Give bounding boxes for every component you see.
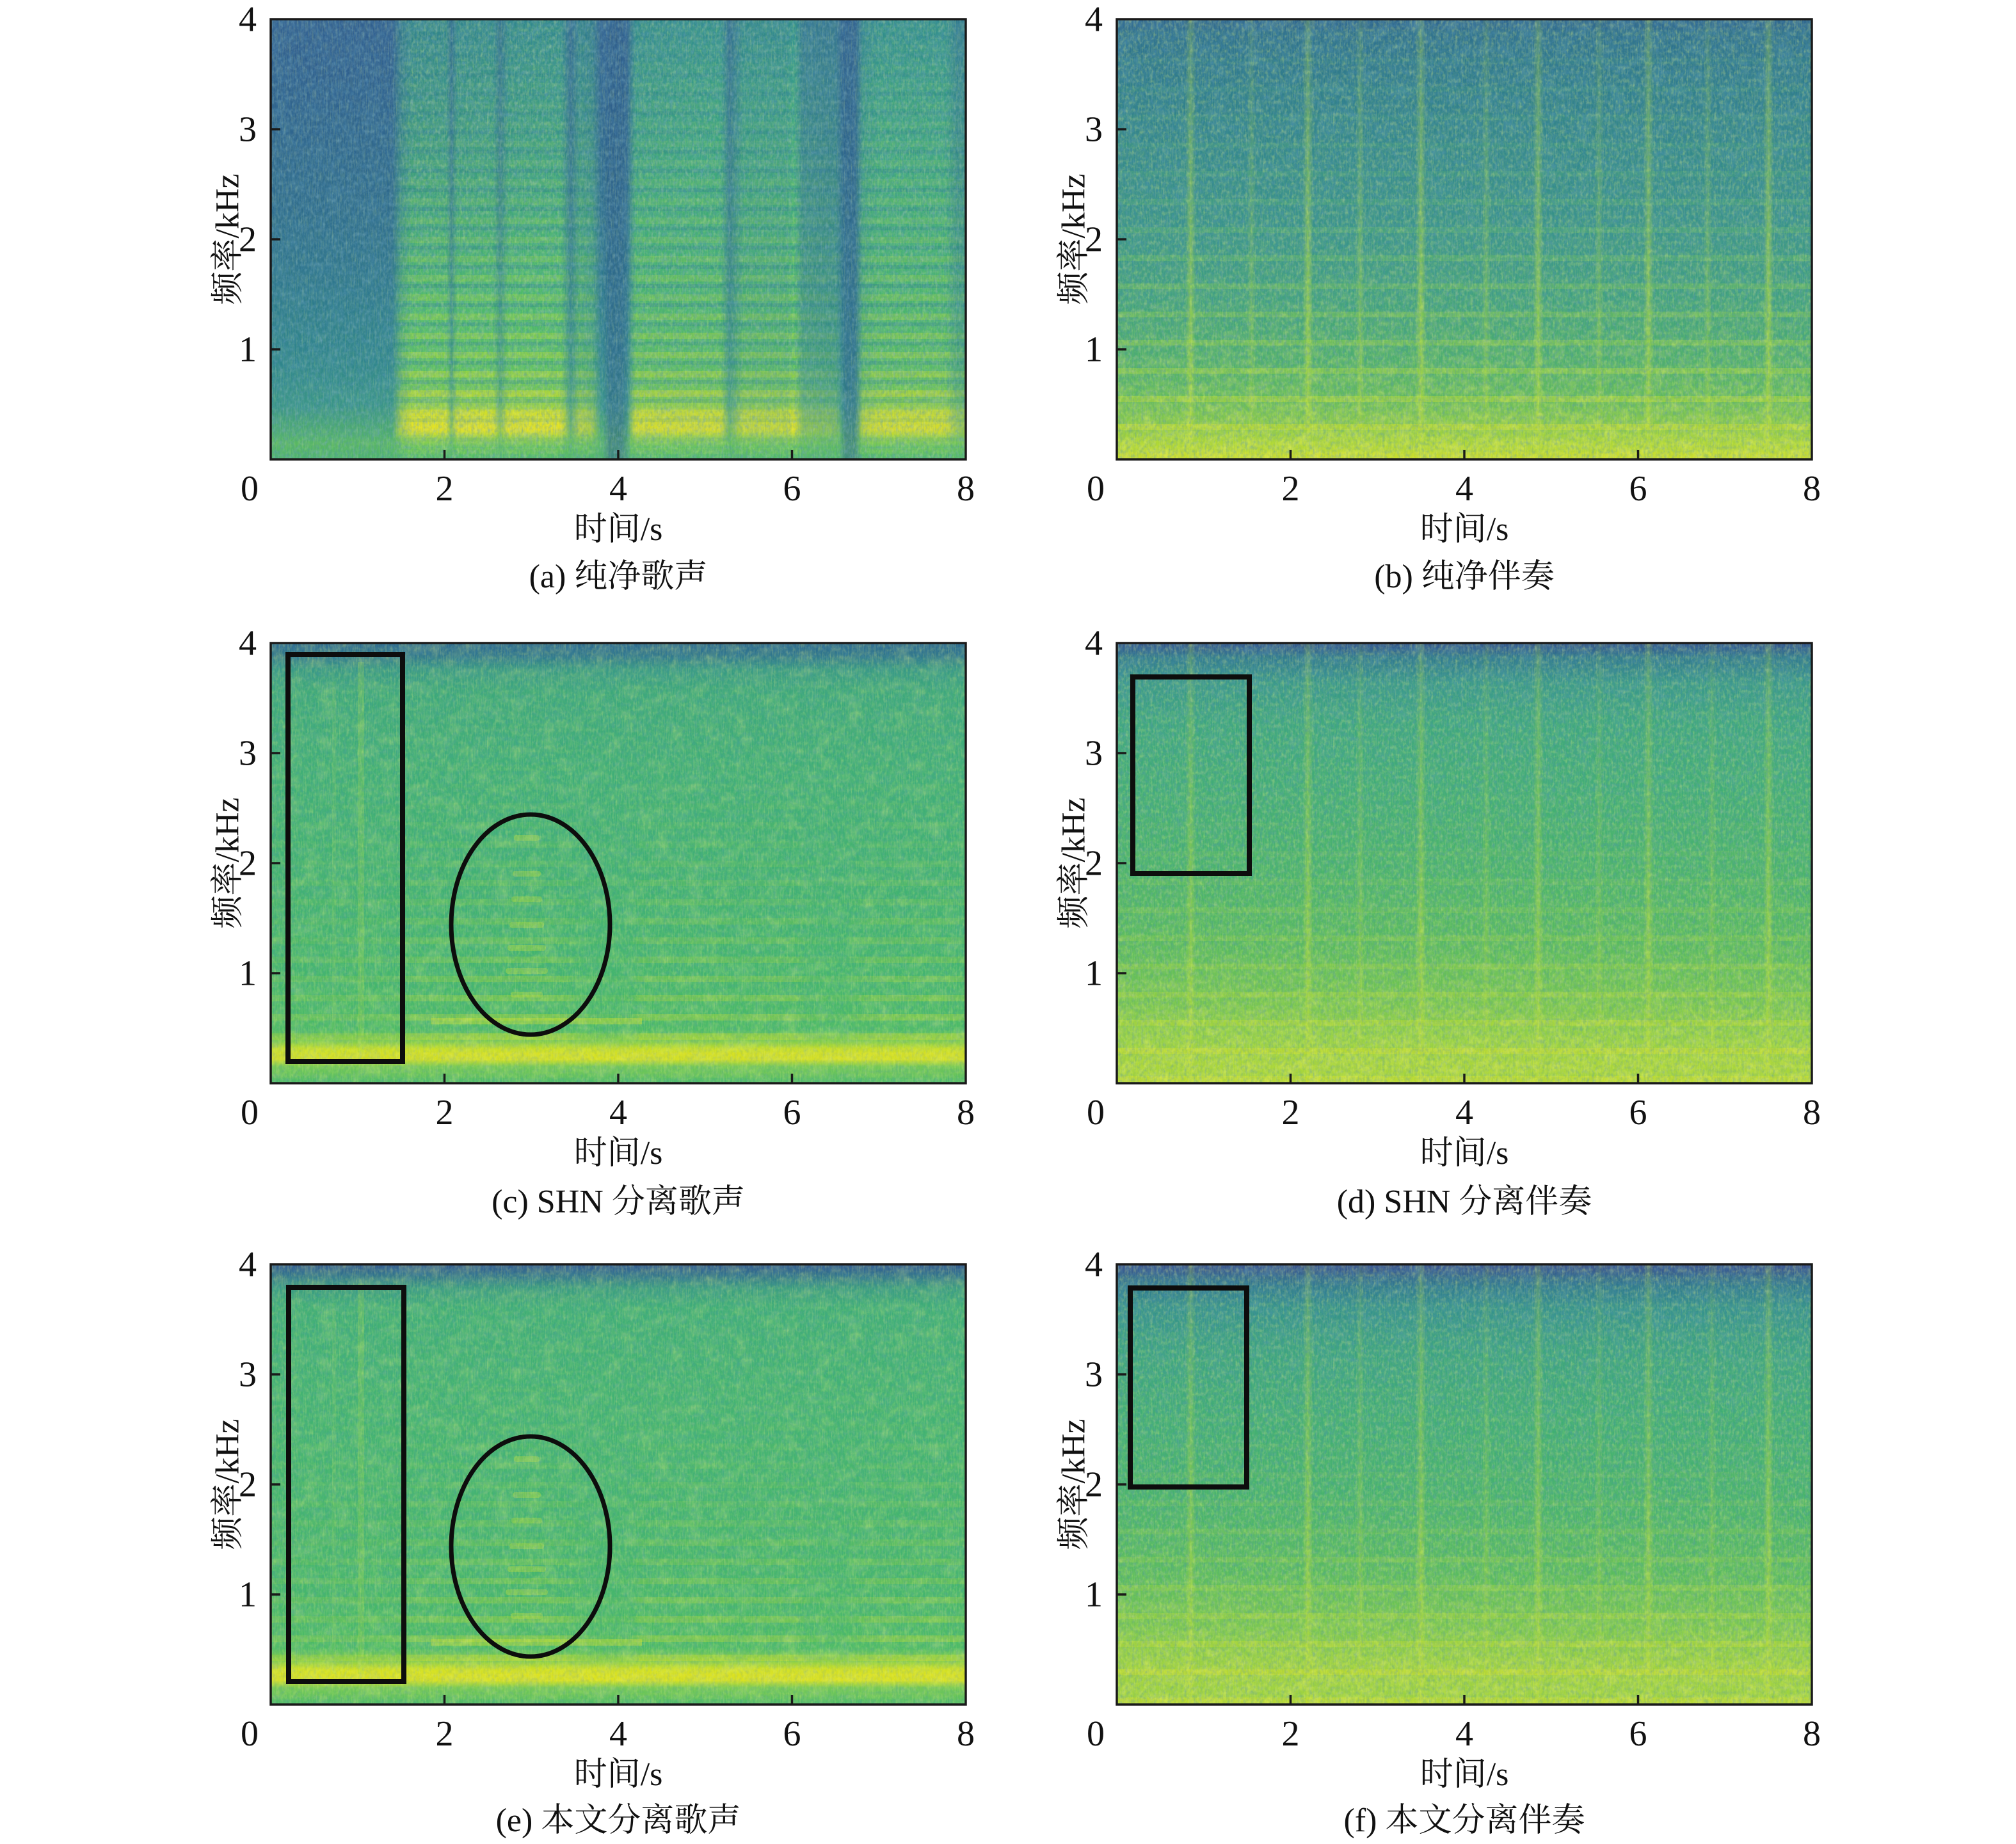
svg-text:4: 4 xyxy=(1085,624,1103,664)
svg-text:/s: /s xyxy=(1487,1756,1509,1793)
svg-text:0: 0 xyxy=(1087,1714,1105,1754)
svg-text:0: 0 xyxy=(241,1714,259,1754)
svg-text:2: 2 xyxy=(1085,220,1103,260)
svg-text:2: 2 xyxy=(436,469,454,509)
svg-text:1: 1 xyxy=(239,1575,257,1615)
svg-text:/kHz: /kHz xyxy=(1056,797,1092,862)
svg-text:/kHz: /kHz xyxy=(1056,173,1092,238)
svg-text:2: 2 xyxy=(1085,844,1103,884)
svg-text:/s: /s xyxy=(641,1135,663,1172)
svg-text:(c) SHN: (c) SHN xyxy=(492,1184,604,1220)
svg-text:6: 6 xyxy=(783,1093,801,1133)
svg-text:2: 2 xyxy=(239,1465,257,1505)
svg-text:/s: /s xyxy=(1487,511,1509,548)
svg-text:4: 4 xyxy=(609,1093,627,1133)
svg-text:2: 2 xyxy=(1282,1093,1300,1133)
svg-text:6: 6 xyxy=(783,469,801,509)
svg-text:2: 2 xyxy=(1282,1714,1300,1754)
svg-text:2: 2 xyxy=(239,844,257,884)
svg-text:/kHz: /kHz xyxy=(1056,1419,1092,1483)
svg-text:(d) SHN: (d) SHN xyxy=(1337,1184,1451,1220)
svg-text:3: 3 xyxy=(1085,110,1103,150)
svg-text:4: 4 xyxy=(1455,1714,1473,1754)
svg-text:8: 8 xyxy=(957,469,975,509)
svg-text:0: 0 xyxy=(241,469,259,509)
svg-text:8: 8 xyxy=(957,1093,975,1133)
svg-text:8: 8 xyxy=(957,1714,975,1754)
svg-text:(b): (b) xyxy=(1374,559,1413,595)
svg-text:3: 3 xyxy=(1085,1355,1103,1395)
svg-text:0: 0 xyxy=(241,1093,259,1133)
svg-text:1: 1 xyxy=(239,954,257,994)
svg-text:3: 3 xyxy=(239,1355,257,1395)
svg-text:1: 1 xyxy=(1085,954,1103,994)
svg-text:4: 4 xyxy=(1085,1245,1103,1285)
svg-text:1: 1 xyxy=(239,330,257,370)
svg-text:4: 4 xyxy=(239,0,257,40)
svg-text:/s: /s xyxy=(641,511,663,548)
svg-text:4: 4 xyxy=(1455,1093,1473,1133)
svg-text:4: 4 xyxy=(609,469,627,509)
svg-text:(f): (f) xyxy=(1344,1802,1377,1839)
svg-text:8: 8 xyxy=(1803,1714,1821,1754)
svg-text:6: 6 xyxy=(1629,469,1647,509)
svg-text:2: 2 xyxy=(1085,1465,1103,1505)
svg-text:/s: /s xyxy=(1487,1135,1509,1172)
svg-text:(a): (a) xyxy=(529,559,566,595)
svg-text:3: 3 xyxy=(1085,734,1103,774)
svg-text:6: 6 xyxy=(1629,1093,1647,1133)
svg-text:/kHz: /kHz xyxy=(210,1419,246,1483)
svg-text:(e): (e) xyxy=(496,1802,533,1839)
svg-text:1: 1 xyxy=(1085,1575,1103,1615)
svg-text:/s: /s xyxy=(641,1756,663,1793)
svg-text:4: 4 xyxy=(239,1245,257,1285)
svg-text:2: 2 xyxy=(1282,469,1300,509)
svg-text:/kHz: /kHz xyxy=(210,797,246,862)
svg-text:3: 3 xyxy=(239,110,257,150)
svg-text:2: 2 xyxy=(239,220,257,260)
svg-text:4: 4 xyxy=(1085,0,1103,40)
svg-text:4: 4 xyxy=(1455,469,1473,509)
svg-text:8: 8 xyxy=(1803,469,1821,509)
svg-text:6: 6 xyxy=(1629,1714,1647,1754)
svg-text:8: 8 xyxy=(1803,1093,1821,1133)
svg-text:1: 1 xyxy=(1085,330,1103,370)
svg-text:/kHz: /kHz xyxy=(210,173,246,238)
svg-text:4: 4 xyxy=(609,1714,627,1754)
svg-text:0: 0 xyxy=(1087,1093,1105,1133)
svg-text:3: 3 xyxy=(239,734,257,774)
svg-text:0: 0 xyxy=(1087,469,1105,509)
svg-text:2: 2 xyxy=(436,1093,454,1133)
svg-text:6: 6 xyxy=(783,1714,801,1754)
svg-text:2: 2 xyxy=(436,1714,454,1754)
svg-text:4: 4 xyxy=(239,624,257,664)
